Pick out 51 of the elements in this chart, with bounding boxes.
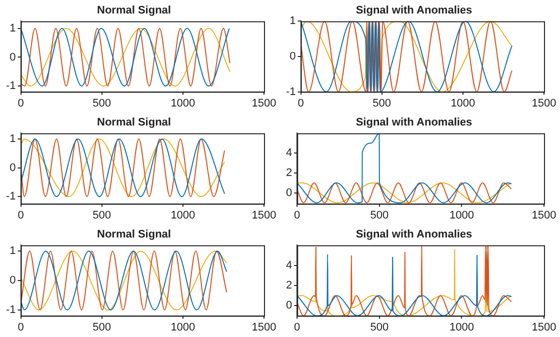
y-tick-label: -1 [286, 86, 296, 98]
x-tick-label: 500 [92, 321, 112, 334]
y-tick-label: -1 [6, 190, 16, 203]
line-series [297, 182, 512, 204]
chart-title: Signal with Anomalies [356, 116, 472, 129]
x-tick-label: 1500 [252, 97, 276, 110]
y-tick-label: 0 [290, 50, 296, 63]
chart-title: Normal Signal [97, 116, 171, 129]
chart-title: Signal with Anomalies [356, 4, 472, 17]
line-series [20, 138, 226, 198]
y-tick-label: 1 [290, 15, 296, 28]
y-tick-label: 1 [10, 132, 16, 145]
x-tick-label: 1000 [449, 321, 474, 334]
x-tick-label: 500 [370, 321, 389, 334]
x-tick-label: 1500 [532, 97, 556, 110]
x-tick-label: 1500 [532, 321, 556, 334]
x-tick-label: 0 [18, 97, 24, 110]
x-tick-label: 500 [370, 209, 389, 222]
x-tick-label: 1000 [449, 209, 474, 222]
y-tick-label: 0 [286, 300, 292, 312]
line-series [20, 250, 228, 310]
y-tick-label: -1 [6, 304, 16, 316]
x-tick-label: 1500 [252, 321, 276, 334]
x-tick-label: 500 [92, 97, 112, 110]
chart-title: Normal Signal [97, 228, 171, 241]
line-series [297, 133, 512, 204]
y-tick-label: 2 [286, 167, 292, 180]
y-tick-label: 1 [10, 245, 16, 258]
line-series [300, 21, 512, 92]
chart-title: Normal Signal [97, 4, 171, 17]
x-tick-label: 0 [298, 97, 304, 110]
x-tick-label: 500 [92, 209, 112, 222]
y-tick-label: -1 [6, 80, 16, 92]
y-tick-label: 4 [286, 259, 292, 272]
y-tick-label: 0 [10, 274, 16, 287]
y-tick-label: 0 [286, 186, 292, 199]
y-tick-label: 0 [10, 51, 16, 64]
x-tick-label: 1000 [170, 321, 196, 334]
x-tick-label: 1000 [170, 209, 196, 222]
x-tick-label: 1500 [252, 209, 276, 222]
y-tick-label: 1 [10, 22, 16, 34]
y-tick-label: 0 [10, 162, 16, 174]
x-tick-label: 1500 [532, 209, 556, 222]
chart-title: Signal with Anomalies [356, 228, 472, 241]
y-tick-label: 4 [286, 147, 292, 160]
x-tick-label: 500 [372, 97, 392, 110]
y-tick-label: 2 [286, 280, 292, 292]
x-tick-label: 1000 [450, 97, 476, 110]
x-tick-label: 0 [18, 209, 24, 222]
x-tick-label: 1000 [170, 97, 196, 110]
x-tick-label: 0 [18, 321, 24, 334]
